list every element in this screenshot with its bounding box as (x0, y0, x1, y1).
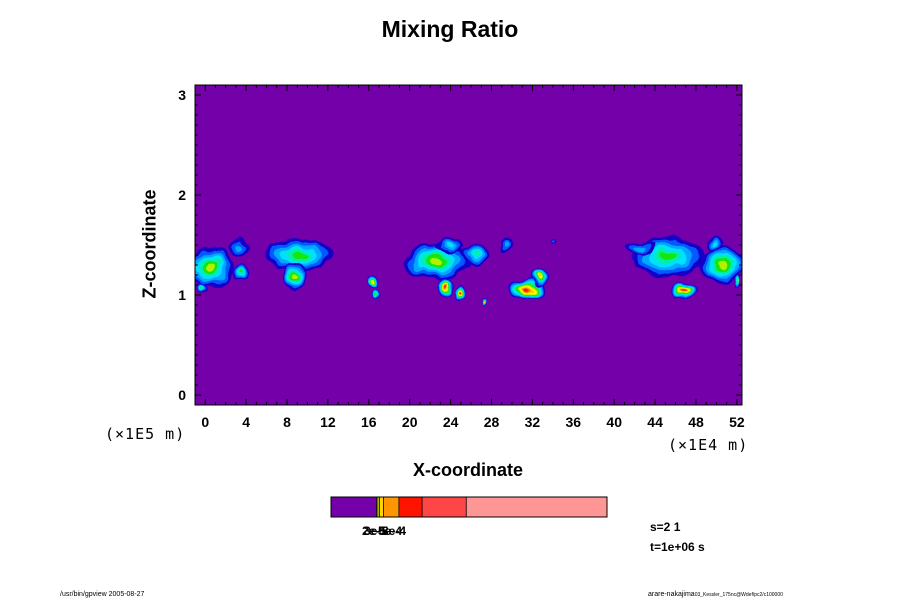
cloud-contour (200, 287, 204, 291)
cloud-contour (660, 252, 676, 262)
x-tick-label: 52 (729, 414, 745, 430)
x-axis-label: X-coordinate (412, 460, 523, 480)
colorbar-segment (379, 497, 384, 517)
x-tick-label: 16 (361, 414, 377, 430)
cloud-contour (472, 251, 480, 257)
cloud-contour (718, 261, 727, 269)
cloud-contour (683, 290, 687, 292)
colorbar-segment (398, 497, 423, 517)
y-tick-labels: 0 1 2 3 (178, 87, 186, 403)
cloud-contour (736, 282, 738, 284)
x-tick-label: 0 (201, 414, 209, 430)
x-tick-label: 20 (402, 414, 418, 430)
colorbar-label: 5e-4 (378, 524, 403, 538)
y-axis-scale-factor: (×1E5 m) (105, 425, 186, 443)
x-tick-label: 4 (242, 414, 250, 430)
cloud-contour (539, 276, 542, 280)
step-label: s=2 1 (650, 520, 681, 534)
cloud-contour (553, 240, 557, 244)
footer-source: arare-nakajima03_Kessler_175nc@Wdef/pc2/… (648, 591, 783, 598)
cloud-contour (444, 285, 447, 289)
colorbar-segment (376, 497, 378, 517)
colorbar (331, 497, 607, 517)
cloud-contour (373, 280, 375, 284)
colorbar-segment (466, 497, 607, 517)
cloud-contour (444, 242, 453, 248)
chart-title: Mixing Ratio (381, 16, 519, 42)
colorbar-label: 3e-5 (364, 524, 389, 538)
y-tick-label: 3 (178, 87, 186, 103)
x-tick-label: 28 (484, 414, 500, 430)
cloud-contour (206, 263, 215, 271)
colorbar-label: 8e-4 (382, 524, 407, 538)
colorbar-label: 2e-5 (362, 524, 387, 538)
x-tick-label: 36 (566, 414, 582, 430)
time-label: t=1e+06 s (650, 540, 705, 554)
x-axis-scale-factor: (×1E4 m) (668, 436, 749, 454)
colorbar-frame (330, 496, 608, 518)
footer-command: /usr/bin/gpview 2005-08-27 (60, 591, 145, 598)
colorbar-segment (422, 497, 467, 517)
cloud-field (195, 236, 742, 305)
cloud-contour (234, 243, 244, 251)
x-tick-label: 8 (283, 414, 291, 430)
colorbar-segment (331, 497, 377, 517)
cloud-contour (292, 251, 307, 259)
cloud-contour (504, 241, 510, 249)
x-tick-label: 40 (606, 414, 622, 430)
colorbar-segment (377, 497, 380, 517)
x-tick-label: 24 (443, 414, 459, 430)
cloud-contour (633, 245, 646, 251)
x-tick-labels: 0 4 8 12 16 20 24 28 32 36 40 44 48 52 (201, 414, 745, 430)
cloud-contour (526, 287, 531, 291)
cloud-contour (483, 301, 486, 303)
x-tick-label: 12 (320, 414, 336, 430)
cloud-contour (239, 271, 243, 275)
y-tick-label: 2 (178, 187, 186, 203)
plot-frame (194, 84, 743, 406)
footer-run-id: 03_Kessler_175nc@Wdef/pc2/c100000 (694, 592, 783, 598)
x-tick-label: 32 (525, 414, 541, 430)
cloud-contour (430, 257, 443, 265)
x-tick-label: 44 (647, 414, 663, 430)
y-tick-label: 0 (178, 387, 186, 403)
y-tick-label: 1 (178, 287, 186, 303)
y-axis-label: Z-coordinate (139, 189, 160, 299)
cloud-contour (711, 240, 718, 246)
cloud-contour (375, 294, 377, 298)
cloud-contour (459, 291, 461, 293)
footer-author: arare-nakajima (648, 591, 695, 598)
colorbar-segment (383, 497, 399, 517)
cloud-contour (293, 274, 298, 280)
x-tick-label: 48 (688, 414, 704, 430)
